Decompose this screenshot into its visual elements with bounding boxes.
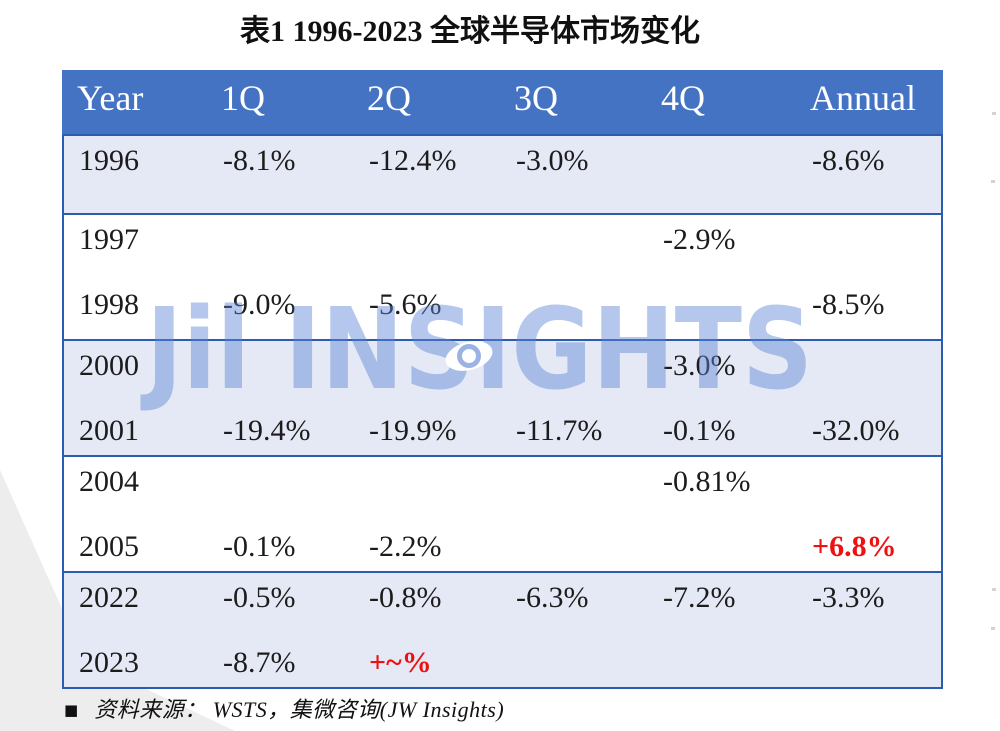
cell-4q: -7.2%	[663, 581, 736, 614]
edge-artifact-mark	[991, 627, 995, 630]
cell-3q: -6.3%	[516, 581, 589, 614]
cell-4q: -0.81%	[663, 465, 751, 498]
cell-annual: -32.0%	[812, 414, 900, 447]
table-row-2001: 2001 -19.4% -19.9% -11.7% -0.1% -32.0%	[64, 415, 941, 449]
cell-year: 1997	[79, 223, 139, 256]
cell-1q: -9.0%	[223, 288, 296, 321]
cell-3q: -11.7%	[516, 414, 603, 447]
square-bullet-icon: ■	[64, 701, 79, 719]
cell-4q: -0.1%	[663, 414, 736, 447]
cell-2q: -0.8%	[369, 581, 442, 614]
source-text: 资料来源： WSTS，集微咨询(JW Insights)	[94, 697, 505, 722]
table-section-2000-2001: 2000 -3.0% 2001 -19.4% -19.9% -11.7% -0.…	[62, 339, 943, 457]
table-section-1996: 1996 -8.1% -12.4% -3.0% -8.6%	[62, 134, 943, 215]
cell-year: 1998	[79, 288, 139, 321]
table-row-2023: 2023 -8.7% +~%	[64, 647, 941, 681]
table-row-2022: 2022 -0.5% -0.8% -6.3% -7.2% -3.3%	[64, 582, 941, 616]
table-row-2000: 2000 -3.0%	[64, 350, 941, 384]
edge-artifact-mark	[992, 112, 996, 115]
table-row-1998: 1998 -9.0% -5.6% -8.5%	[64, 289, 941, 323]
cell-4q: -3.0%	[663, 349, 736, 382]
table-row-1997: 1997 -2.9%	[64, 224, 941, 258]
cell-2q-highlight: +~%	[369, 646, 432, 679]
header-2q: 2Q	[367, 78, 411, 118]
cell-1q: -8.7%	[223, 646, 296, 679]
cell-year: 2005	[79, 530, 139, 563]
header-1q: 1Q	[221, 78, 265, 118]
table-section-2022-2023: 2022 -0.5% -0.8% -6.3% -7.2% -3.3% 2023 …	[62, 571, 943, 689]
cell-2q: -5.6%	[369, 288, 442, 321]
cell-2q: -2.2%	[369, 530, 442, 563]
table-section-2004-2005: 2004 -0.81% 2005 -0.1% -2.2% +6.8%	[62, 455, 943, 573]
header-year: Year	[77, 78, 144, 118]
cell-year: 2023	[79, 646, 139, 679]
header-3q: 3Q	[514, 78, 558, 118]
header-4q: 4Q	[661, 78, 705, 118]
table-row-2005: 2005 -0.1% -2.2% +6.8%	[64, 531, 941, 565]
cell-2q: -19.9%	[369, 414, 457, 447]
table-title: 表1 1996-2023 全球半导体市场变化	[240, 15, 700, 48]
cell-annual: -8.6%	[812, 144, 885, 177]
cell-1q: -0.5%	[223, 581, 296, 614]
cell-2q: -12.4%	[369, 144, 457, 177]
table-header-row: Year 1Q 2Q 3Q 4Q Annual	[62, 70, 943, 134]
table-row-1996: 1996 -8.1% -12.4% -3.0% -8.6%	[64, 145, 941, 179]
cell-4q: -2.9%	[663, 223, 736, 256]
semiconductor-market-table: Year 1Q 2Q 3Q 4Q Annual 1996 -8.1% -12.4…	[62, 70, 943, 689]
edge-artifact-mark	[991, 180, 995, 183]
cell-year: 2001	[79, 414, 139, 447]
cell-1q: -19.4%	[223, 414, 311, 447]
cell-year: 2000	[79, 349, 139, 382]
cell-annual-highlight: +6.8%	[812, 530, 897, 563]
table-section-1997-1998: 1997 -2.9% 1998 -9.0% -5.6% -8.5%	[62, 213, 943, 341]
cell-year: 2004	[79, 465, 139, 498]
cell-1q: -8.1%	[223, 144, 296, 177]
cell-year: 1996	[79, 144, 139, 177]
cell-1q: -0.1%	[223, 530, 296, 563]
table-row-2004: 2004 -0.81%	[64, 466, 941, 500]
cell-year: 2022	[79, 581, 139, 614]
edge-artifact-mark	[992, 588, 996, 591]
cell-annual: -8.5%	[812, 288, 885, 321]
cell-3q: -3.0%	[516, 144, 589, 177]
cell-annual: -3.3%	[812, 581, 885, 614]
header-annual: Annual	[810, 78, 916, 118]
source-footer: ■ 资料来源： WSTS，集微咨询(JW Insights)	[64, 697, 504, 723]
